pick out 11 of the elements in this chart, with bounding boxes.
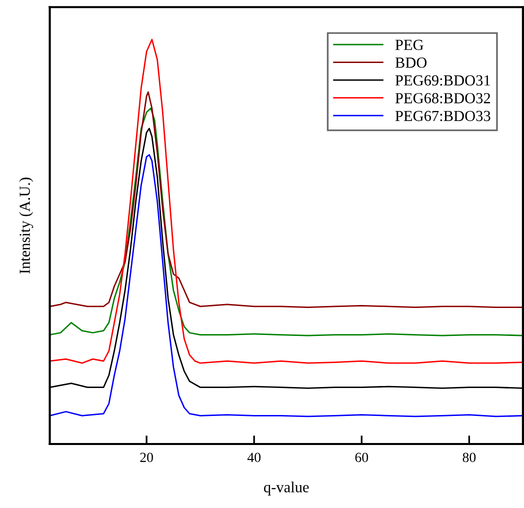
legend-label: PEG: [395, 40, 424, 50]
x-axis-title: q-value: [264, 482, 309, 496]
legend-label: PEG68:BDO32: [395, 93, 490, 104]
x-tick-label: 80: [462, 452, 476, 462]
x-tick-label: 60: [355, 452, 368, 462]
x-tick-label: 20: [140, 452, 153, 462]
legend-label: PEG69:BDO31: [395, 75, 490, 86]
legend-label: PEG67:BDO33: [395, 110, 490, 122]
x-tick-label: 40: [247, 452, 261, 462]
legend-label: BDO: [395, 58, 427, 68]
y-axis-title: Intensity (A.U.): [19, 178, 34, 274]
